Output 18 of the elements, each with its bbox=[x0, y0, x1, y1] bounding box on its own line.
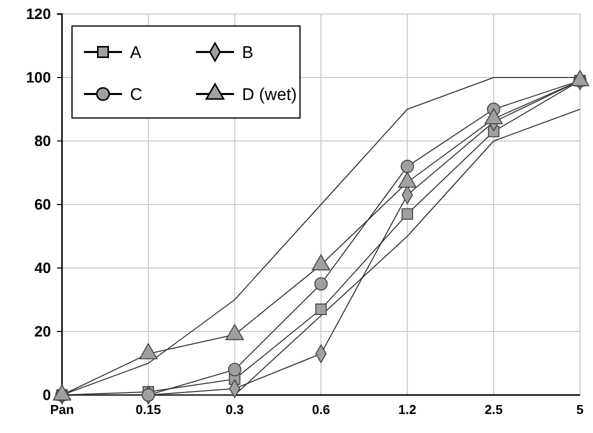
y-tick-label: 40 bbox=[34, 260, 51, 277]
legend-label: C bbox=[130, 85, 142, 104]
x-tick-label: 5 bbox=[576, 402, 584, 418]
y-tick-label: 120 bbox=[26, 6, 51, 23]
x-tick-label: 2.5 bbox=[484, 402, 503, 418]
y-tick-label: 60 bbox=[34, 196, 51, 214]
legend-label: A bbox=[130, 43, 142, 62]
y-tick-label: 80 bbox=[34, 132, 51, 150]
x-tick-label: Pan bbox=[50, 402, 74, 418]
legend-label: D (wet) bbox=[242, 85, 297, 104]
x-tick-label: 0.6 bbox=[312, 402, 330, 418]
legend-label: B bbox=[242, 43, 254, 62]
y-tick-label: 20 bbox=[34, 323, 51, 340]
x-tick-label: 1.2 bbox=[398, 402, 416, 418]
y-tick-label: 100 bbox=[26, 69, 51, 86]
y-tick-label: 0 bbox=[42, 386, 51, 404]
x-tick-label: 0.3 bbox=[226, 402, 244, 418]
x-tick-label: 0.15 bbox=[136, 402, 161, 418]
